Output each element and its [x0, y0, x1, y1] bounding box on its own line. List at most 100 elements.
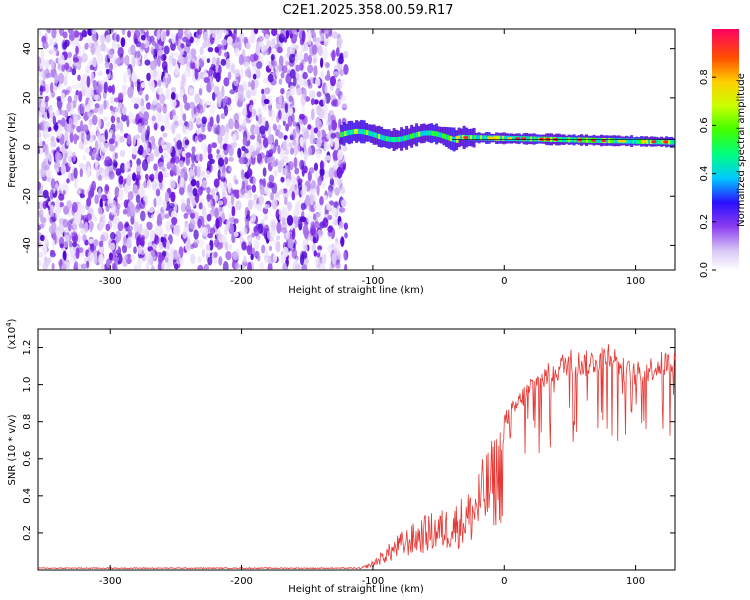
- spectrogram-noise-cell: [120, 57, 125, 64]
- spectrogram-noise-cell: [67, 51, 73, 59]
- spectrogram-noise-cell: [51, 262, 55, 270]
- spectrogram-noise-cell: [282, 168, 286, 175]
- spectrogram-noise-cell: [309, 224, 316, 235]
- spectrogram-noise-cell: [224, 95, 228, 104]
- spectrogram-noise-cell: [136, 158, 141, 166]
- spectrogram-noise-cell: [316, 184, 320, 196]
- spectrogram-noise-cell: [252, 73, 257, 80]
- spectrogram-noise-cell: [246, 184, 252, 191]
- spectrogram-signal-core: [342, 131, 345, 137]
- spectrogram-noise-cell: [187, 183, 193, 194]
- spectrogram-noise-cell: [278, 188, 285, 195]
- spectrogram-noise-cell: [233, 113, 240, 123]
- spectrogram-noise-cell: [333, 71, 340, 77]
- colorbar-tick-label: 0.6: [699, 117, 710, 133]
- spectrogram-noise-cell: [296, 29, 300, 33]
- spectrogram-signal-core: [504, 135, 507, 141]
- colorbar-label: Normalized spectral amplitude: [736, 73, 747, 227]
- spectrogram-noise-cell: [73, 133, 78, 145]
- spectrogram-noise-cell: [66, 200, 72, 210]
- spectrogram-noise-cell: [92, 80, 98, 89]
- spectrogram-noise-cell: [264, 87, 271, 95]
- spectrogram-noise-cell: [270, 48, 277, 55]
- spectrogram-noise-cell: [170, 98, 177, 108]
- spectrogram-signal-peak: [507, 136, 514, 141]
- spectrogram-noise-cell: [320, 57, 324, 69]
- spectrogram-noise-cell: [186, 208, 192, 215]
- spectrogram-noise-cell: [153, 163, 158, 171]
- spectrogram-noise-cell: [122, 209, 128, 215]
- spectrogram-noise-cell: [80, 105, 85, 115]
- spectrogram-noise-cell: [264, 248, 269, 257]
- spectrogram-noise-cell: [107, 85, 113, 93]
- spectrogram-noise-cell: [344, 232, 348, 239]
- spectrogram-noise-cell: [55, 211, 60, 220]
- spectrogram-noise-cell: [42, 164, 50, 171]
- spectrogram-noise-cell: [213, 251, 218, 258]
- spectrogram-noise-cell: [342, 50, 349, 59]
- spectrogram-signal-core: [340, 132, 343, 138]
- spectrogram-noise-cell: [246, 168, 253, 178]
- spectrogram-signal-core: [420, 131, 423, 137]
- spectrogram-signal-core: [636, 138, 639, 144]
- spectrogram-noise-cell: [262, 167, 267, 177]
- spectrogram-noise-cell: [267, 134, 274, 145]
- snr-x-tick-label: 100: [626, 576, 645, 587]
- spectrogram-noise-cell: [54, 72, 59, 85]
- spectrogram-noise-cell: [290, 184, 296, 194]
- spectrogram-noise-cell: [326, 202, 331, 211]
- spectrogram-noise-cell: [217, 44, 222, 50]
- spectrogram-noise-cell: [50, 141, 57, 148]
- spectrogram-noise-cell: [137, 179, 141, 190]
- spectrogram-noise-cell: [202, 41, 207, 49]
- spectrogram-noise-cell: [300, 93, 306, 106]
- spectrogram-noise-cell: [90, 72, 95, 81]
- spectrogram-noise-cell: [317, 245, 323, 251]
- spectrogram-noise-cell: [104, 166, 110, 177]
- spectrogram-noise-cell: [78, 140, 85, 150]
- spectrogram-noise-cell: [172, 115, 179, 121]
- spectrogram-noise-cell: [199, 98, 206, 106]
- spectrogram-signal-core: [500, 135, 503, 141]
- spectrogram-noise-cell: [325, 33, 329, 39]
- spectrogram-noise-cell: [137, 226, 142, 235]
- spectrogram-noise-cell: [190, 253, 196, 265]
- spectrogram-noise-cell: [139, 199, 146, 209]
- spectrogram-noise-cell: [249, 134, 256, 140]
- spectrogram-signal-core: [658, 139, 661, 145]
- spectrogram-signal-peak: [641, 139, 648, 143]
- colorbar-ticks: 0.0 0.2 0.4 0.6 0.8: [699, 69, 716, 278]
- spectrogram-noise-cell: [224, 52, 229, 58]
- spectrogram-noise-cell: [215, 217, 220, 230]
- spectrogram-noise-cell: [190, 178, 197, 187]
- spectrogram-noise-cell: [228, 243, 233, 251]
- spectrogram-noise-cell: [192, 187, 198, 197]
- spectrogram-noise-cell: [84, 111, 89, 122]
- spectrogram-noise-cell: [242, 107, 248, 118]
- spectrogram-noise-cell: [289, 147, 295, 155]
- spectrogram-noise-cell: [317, 129, 321, 138]
- spectrogram-noise-cell: [116, 34, 120, 43]
- spectrogram-noise-cell: [321, 47, 329, 60]
- spectrogram-noise-cell: [286, 215, 294, 226]
- spectrogram-noise-cell: [147, 155, 151, 164]
- spectrogram-noise-cell: [243, 36, 248, 45]
- spectrogram-noise-cell: [62, 218, 69, 228]
- spectrogram-noise-cell: [38, 201, 41, 210]
- spectrogram-noise-cell: [239, 263, 246, 270]
- spectrogram-noise-cell: [49, 189, 55, 200]
- spectrogram-y-tick-label: 0: [22, 144, 33, 150]
- snr-y-tick-label: 0.8: [22, 414, 33, 430]
- spectrogram-noise-cell: [234, 47, 240, 57]
- spectrogram-noise-cell: [219, 142, 224, 150]
- spectrogram-noise-cell: [162, 114, 169, 125]
- spectrogram-noise-cell: [58, 183, 63, 192]
- spectrogram-noise-cell: [52, 37, 58, 46]
- spectrogram-noise-cell: [302, 224, 309, 237]
- spectrogram-noise-cell: [303, 244, 308, 253]
- spectrogram-signal-core: [452, 136, 455, 142]
- spectrogram-noise-cell: [273, 60, 277, 67]
- spectrogram-noise-cell: [287, 201, 292, 211]
- spectrogram-signal-core: [368, 130, 371, 136]
- spectrogram-noise-cell: [302, 71, 308, 80]
